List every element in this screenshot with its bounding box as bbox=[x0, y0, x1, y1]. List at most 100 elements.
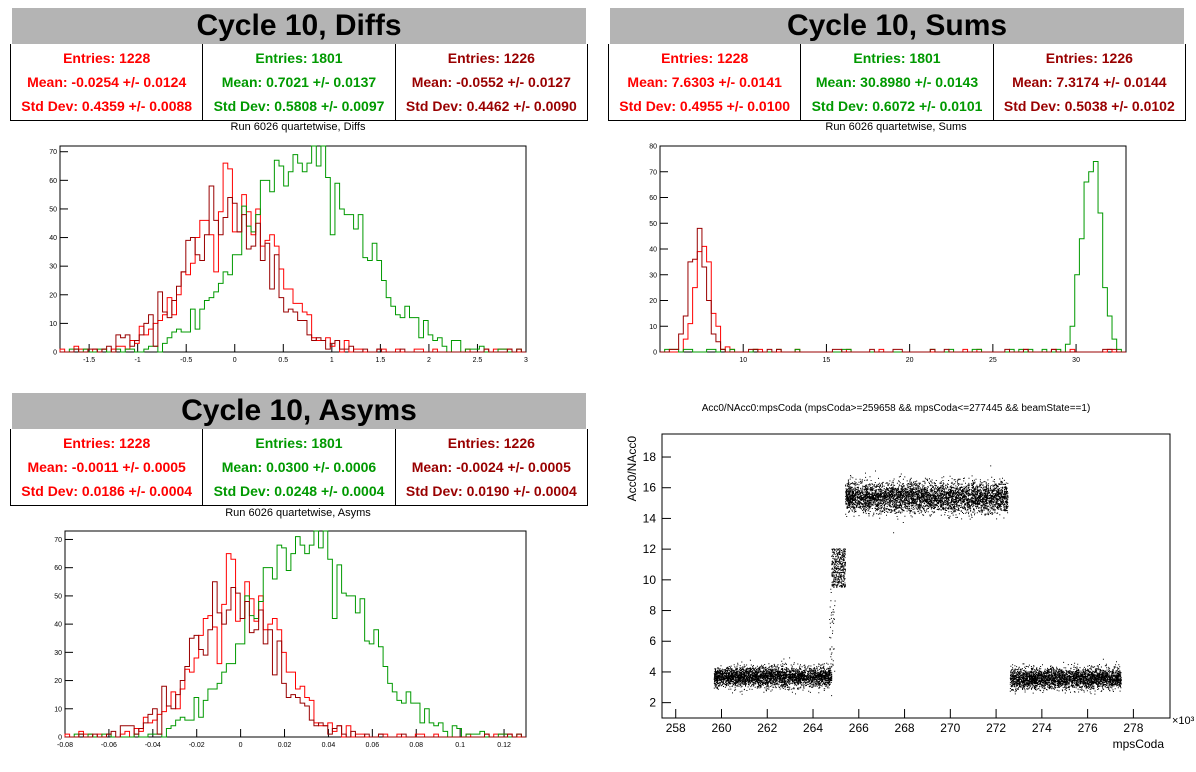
x-tick-label: 1 bbox=[330, 357, 334, 364]
y-tick-label: 50 bbox=[649, 221, 657, 228]
x-tick-label: -0.08 bbox=[57, 742, 73, 749]
stat-mean: Mean: 0.0300 +/- 0.0006 bbox=[221, 459, 377, 475]
asyms-stats-box: Entries: 1228 Mean: -0.0011 +/- 0.0005 S… bbox=[10, 429, 588, 506]
asyms-subtitle: Run 6026 quartetwise, Asyms bbox=[225, 507, 371, 519]
stat-std: Std Dev: 0.4359 +/- 0.0088 bbox=[21, 98, 193, 114]
stat-std: Std Dev: 0.0248 +/- 0.0004 bbox=[213, 483, 385, 499]
stat-std: Std Dev: 0.4955 +/- 0.0100 bbox=[619, 98, 791, 114]
y-tick-label: 20 bbox=[49, 292, 57, 299]
x-tick-label: -0.02 bbox=[189, 742, 205, 749]
stat-mean: Mean: 7.3174 +/- 0.0144 bbox=[1012, 74, 1167, 90]
y-tick-label: 60 bbox=[649, 195, 657, 202]
stat-mean: Mean: 30.8980 +/- 0.0143 bbox=[815, 74, 979, 90]
x-tick-label: 266 bbox=[849, 721, 869, 735]
y-tick-label: 70 bbox=[54, 537, 62, 544]
scatter-point-cloud bbox=[713, 465, 1122, 697]
scatter-subtitle: Acc0/NAcc0:mpsCoda (mpsCoda>=259658 && m… bbox=[701, 403, 1091, 414]
x-tick-label: 262 bbox=[757, 721, 777, 735]
plot-frame bbox=[59, 145, 527, 353]
y-tick-label: 40 bbox=[54, 622, 62, 629]
x-tick-label: -0.04 bbox=[145, 742, 161, 749]
y-tick-label: 6 bbox=[649, 634, 656, 648]
y-tick-label: 10 bbox=[643, 573, 657, 587]
histogram-series-1 bbox=[660, 245, 1126, 353]
stat-entries: Entries: 1226 bbox=[1045, 50, 1133, 66]
x-tick-label: 268 bbox=[895, 721, 915, 735]
stat-std: Std Dev: 0.4462 +/- 0.0090 bbox=[405, 98, 577, 114]
y-tick-label: 70 bbox=[649, 169, 657, 176]
x-tick-label: 274 bbox=[1032, 721, 1052, 735]
y-tick-label: 12 bbox=[643, 542, 657, 556]
x-tick-label: 260 bbox=[711, 721, 731, 735]
histogram-series-3 bbox=[65, 581, 526, 738]
x-tick-label: 30 bbox=[1072, 357, 1080, 364]
y-tick-label: 20 bbox=[649, 298, 657, 305]
stat-std: Std Dev: 0.0190 +/- 0.0004 bbox=[405, 483, 577, 499]
scatter-points bbox=[713, 465, 1122, 697]
stat-entries: Entries: 1801 bbox=[255, 50, 343, 66]
x-tick-label: 272 bbox=[986, 721, 1006, 735]
y-tick-label: 4 bbox=[649, 665, 656, 679]
scatter-plot: 258 260 262 264 266 268 270 272 274 276 278 2 4 6 8 10 1… bbox=[625, 433, 1195, 751]
diffs-subtitle: Run 6026 quartetwise, Diffs bbox=[230, 121, 366, 133]
stat-entries: Entries: 1801 bbox=[853, 50, 941, 66]
x-tick-label: 0.06 bbox=[366, 742, 380, 749]
x-tick-label: 0.1 bbox=[455, 742, 465, 749]
histogram-series-3 bbox=[60, 185, 526, 353]
stat-std: Std Dev: 0.6072 +/- 0.0101 bbox=[811, 98, 983, 114]
y-tick-label: 10 bbox=[649, 324, 657, 331]
x-exponent-label: ×10³ bbox=[1172, 715, 1195, 727]
x-tick-label: 10 bbox=[739, 357, 747, 364]
x-tick-label: 0 bbox=[233, 357, 237, 364]
x-tick-label: 0.04 bbox=[322, 742, 336, 749]
y-tick-label: 10 bbox=[49, 321, 57, 328]
plot-frame bbox=[661, 433, 1171, 719]
asyms-title: Cycle 10, Asyms bbox=[12, 393, 586, 429]
sums-title: Cycle 10, Sums bbox=[610, 8, 1184, 44]
x-axis-label: mpsCoda bbox=[1113, 737, 1165, 751]
asyms-histogram: -0.08 -0.06 -0.04 -0.02 0 0.02 0.04 0.06 0.08 0.1… bbox=[54, 530, 527, 749]
x-tick-label: 3 bbox=[524, 357, 528, 364]
diffs-stats-cell-1: Entries: 1228 Mean: -0.0254 +/- 0.0124 S… bbox=[11, 44, 204, 120]
x-tick-label: 0.12 bbox=[497, 742, 511, 749]
x-tick-label: -1 bbox=[135, 357, 141, 364]
stat-mean: Mean: 0.7021 +/- 0.0137 bbox=[221, 74, 377, 90]
stat-std: Std Dev: 0.5038 +/- 0.0102 bbox=[1003, 98, 1175, 114]
y-tick-label: 2 bbox=[649, 696, 656, 710]
x-tick-label: 264 bbox=[803, 721, 823, 735]
y-tick-label: 16 bbox=[643, 481, 657, 495]
x-tick-label: -0.06 bbox=[101, 742, 117, 749]
y-tick-label: 30 bbox=[54, 650, 62, 657]
stat-std: Std Dev: 0.0186 +/- 0.0004 bbox=[21, 483, 193, 499]
x-tick-label: 15 bbox=[823, 357, 831, 364]
plot-frame bbox=[659, 145, 1127, 353]
y-tick-label: 40 bbox=[649, 247, 657, 254]
histogram-series-2 bbox=[65, 530, 526, 738]
x-tick-label: 270 bbox=[940, 721, 960, 735]
y-tick-label: 0 bbox=[653, 350, 657, 357]
y-tick-label: 70 bbox=[49, 149, 57, 156]
stat-entries: Entries: 1228 bbox=[661, 50, 749, 66]
sums-stats-cell-3: Entries: 1226 Mean: 7.3174 +/- 0.0144 St… bbox=[994, 44, 1185, 120]
y-tick-label: 50 bbox=[54, 593, 62, 600]
y-tick-label: 50 bbox=[49, 206, 57, 213]
stat-mean: Mean: -0.0024 +/- 0.0005 bbox=[411, 459, 571, 475]
stat-mean: Mean: -0.0011 +/- 0.0005 bbox=[27, 459, 186, 475]
histogram-series-3 bbox=[660, 227, 1126, 353]
diffs-stats-box: Entries: 1228 Mean: -0.0254 +/- 0.0124 S… bbox=[10, 44, 588, 121]
asyms-stats-cell-1: Entries: 1228 Mean: -0.0011 +/- 0.0005 S… bbox=[11, 429, 204, 505]
y-tick-label: 8 bbox=[649, 604, 656, 618]
x-tick-label: 258 bbox=[666, 721, 686, 735]
stat-entries: Entries: 1228 bbox=[63, 50, 151, 66]
y-tick-label: 80 bbox=[649, 144, 657, 151]
histogram-series-2 bbox=[660, 160, 1126, 353]
y-axis-label: Acc0/NAcc0 bbox=[625, 436, 639, 502]
x-tick-label: -1.5 bbox=[83, 357, 95, 364]
y-tick-label: 20 bbox=[54, 678, 62, 685]
diffs-stats-cell-2: Entries: 1801 Mean: 0.7021 +/- 0.0137 St… bbox=[203, 44, 396, 120]
y-tick-label: 60 bbox=[54, 565, 62, 572]
diffs-title: Cycle 10, Diffs bbox=[12, 8, 586, 44]
sums-subtitle: Run 6026 quartetwise, Sums bbox=[825, 121, 967, 133]
x-tick-label: 25 bbox=[989, 357, 997, 364]
